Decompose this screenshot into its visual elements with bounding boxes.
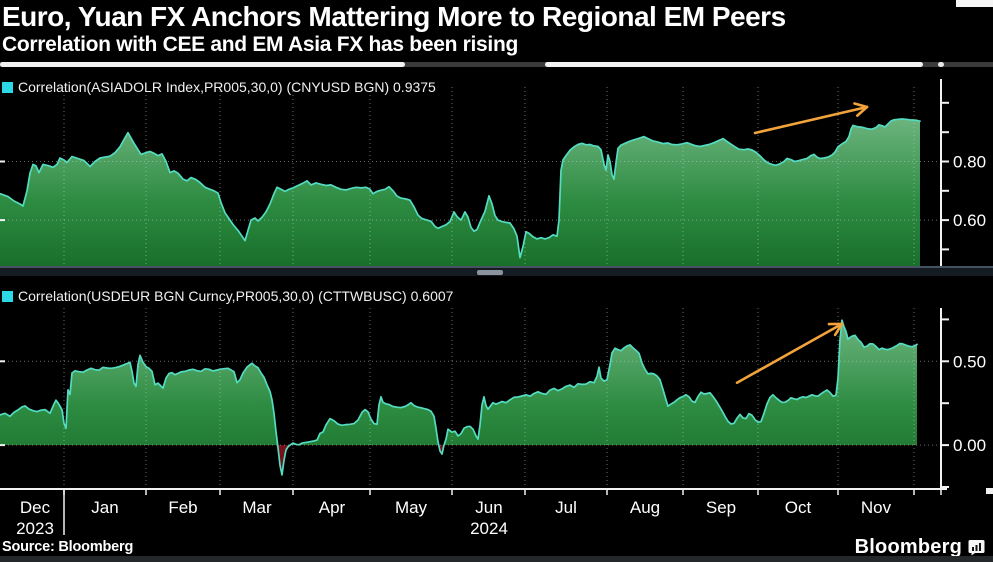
x-axis-month-label: Nov: [861, 498, 892, 517]
y-tick-label: 0.80: [953, 153, 986, 172]
bloomberg-logo: Bloomberg: [855, 536, 985, 559]
area-series: [0, 320, 917, 475]
series-line: [0, 319, 918, 476]
x-axis-month-label: May: [395, 498, 428, 517]
panel1-chart[interactable]: 0.80 0.60: [0, 75, 993, 267]
panel1-legend[interactable]: Correlation(ASIADOLR Index,PR005,30,0) (…: [2, 79, 436, 95]
x-axis-month-label: Oct: [785, 498, 812, 517]
panel2-chart[interactable]: 0.50 0.00: [0, 308, 993, 488]
bloomberg-wordmark: Bloomberg: [854, 536, 962, 558]
x-axis-month-label: Dec: [20, 498, 51, 517]
x-axis-month-label: Jun: [475, 498, 502, 517]
y-tick-label: 0.00: [953, 436, 986, 455]
series-line: [0, 118, 921, 259]
panel-divider-grip[interactable]: [477, 270, 503, 275]
x-axis-year-label: 2024: [470, 519, 508, 538]
y-tick-label: 0.60: [953, 211, 986, 230]
panel1-legend-swatch-icon: [2, 81, 13, 93]
x-axis-month-label: Apr: [319, 498, 346, 517]
gridlines: [0, 308, 941, 488]
scrollbar-thumb-left[interactable]: [0, 62, 405, 67]
x-axis-month-label: Jul: [555, 498, 577, 517]
y-axis: 0.80 0.60: [0, 79, 986, 267]
source-attribution: Source: Bloomberg: [2, 539, 134, 555]
x-axis-line-and-ticks: [0, 488, 993, 535]
scrollbar-thumb-right[interactable]: [545, 62, 923, 67]
panel2-legend-swatch-icon: [2, 290, 13, 302]
x-axis: Dec Jan Feb Mar Apr May Jun Jul Aug Sep Oct Nov 2023…: [0, 488, 993, 538]
x-axis-month-label: Feb: [168, 498, 197, 517]
y-axis: 0.50 0.00: [0, 308, 986, 488]
time-scrollbar: [0, 62, 993, 67]
x-axis-month-label: Mar: [242, 498, 272, 517]
bottom-edge-strip: [0, 556, 993, 562]
x-axis-month-label: Jan: [91, 498, 118, 517]
trend-arrow: [753, 102, 869, 135]
panel1-legend-label: Correlation(ASIADOLR Index,PR005,30,0) (…: [18, 79, 436, 95]
y-tick-label: 0.50: [953, 352, 986, 371]
panel-divider: [0, 266, 993, 276]
panel2-legend[interactable]: Correlation(USDEUR BGN Curncy,PR005,30,0…: [2, 288, 453, 304]
window-corner-fragment: [956, 0, 993, 7]
x-axis-year-label: 2023: [16, 519, 54, 538]
chart-title: Euro, Yuan FX Anchors Mattering More to …: [2, 1, 786, 32]
x-axis-month-label: Aug: [630, 498, 660, 517]
x-axis-month-label: Sep: [706, 498, 736, 517]
panel2-legend-label: Correlation(USDEUR BGN Curncy,PR005,30,0…: [18, 288, 454, 304]
area-series: [0, 119, 920, 267]
bloomberg-bug-icon: [968, 540, 985, 556]
scrollbar-end-nub[interactable]: [938, 62, 944, 67]
chart-subtitle: Correlation with CEE and EM Asia FX has …: [2, 33, 519, 56]
trend-arrow: [735, 322, 844, 384]
